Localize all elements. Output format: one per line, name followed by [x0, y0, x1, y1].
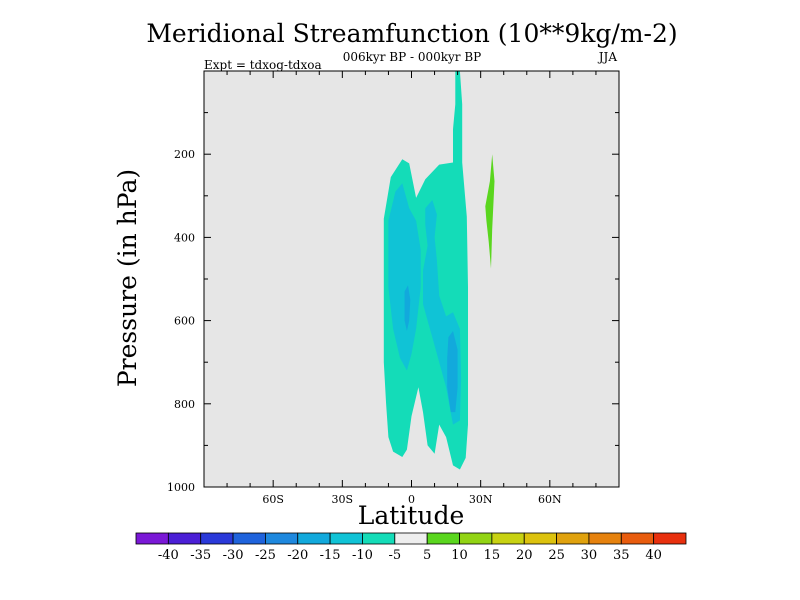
colorbar-swatch	[167, 532, 202, 545]
x-tick-label: 30S	[332, 493, 354, 506]
colorbar-swatch	[620, 532, 655, 545]
colorbar-label: -10	[352, 548, 373, 563]
colorbar-labels: -40 -35 -30 -25 -20 -15 -10 -5 5 10 15 20 25 30 35 40	[158, 548, 662, 563]
colorbar-label: -25	[255, 548, 276, 563]
contour-band-minus15-to-minus20-center	[447, 331, 458, 413]
colorbar-label: 10	[451, 548, 468, 563]
colorbar-swatch	[297, 532, 331, 545]
colorbar-label: -30	[223, 548, 244, 563]
colorbar-swatch	[426, 532, 460, 545]
colorbar-swatch	[556, 532, 590, 545]
y-axis-title: Pressure (in hPa)	[113, 169, 142, 387]
axis-ticks	[204, 71, 619, 487]
y-tick-label: 400	[174, 231, 195, 244]
x-tick-label: 60N	[538, 493, 562, 506]
colorbar-swatch	[135, 532, 169, 545]
y-tick-label: 800	[174, 398, 195, 411]
colorbar-swatch	[459, 532, 493, 545]
colorbar-label: -15	[320, 548, 341, 563]
colorbar-swatch	[232, 532, 266, 545]
contour-regions	[383, 71, 495, 470]
x-tick-label: 0	[408, 493, 415, 506]
colorbar-label: 25	[548, 548, 565, 563]
colorbar-swatch	[523, 532, 557, 545]
colorbar-label: 35	[613, 548, 630, 563]
colorbar-swatch	[491, 532, 525, 545]
contour-band-minus10-to-minus15-west	[388, 183, 421, 371]
chart-subtitle-period: 006kyr BP - 000kyr BP	[343, 50, 481, 64]
colorbar-label: -35	[190, 548, 211, 563]
colorbar	[135, 532, 687, 545]
x-axis-tick-labels: 60S 30S 0 30N 60N	[262, 493, 562, 506]
colorbar-swatch	[329, 532, 363, 545]
colorbar-label: -20	[287, 548, 308, 563]
colorbar-swatch	[362, 532, 396, 545]
colorbar-label: 40	[645, 548, 662, 563]
colorbar-label: 5	[423, 548, 431, 563]
colorbar-label: 15	[484, 548, 501, 563]
contour-band-minus15-to-minus20-west	[404, 285, 411, 331]
colorbar-swatch	[588, 532, 622, 545]
y-tick-label: 200	[174, 148, 195, 161]
y-tick-label: 1000	[167, 481, 195, 494]
chart-title: Meridional Streamfunction (10**9kg/m-2)	[146, 19, 677, 48]
colorbar-label: -40	[158, 548, 179, 563]
chart-subtitle-season: JJA	[597, 50, 618, 64]
colorbar-swatch	[200, 532, 234, 545]
y-axis-tick-labels: 200 400 600 800 1000	[167, 148, 195, 494]
colorbar-label: 30	[581, 548, 598, 563]
colorbar-swatch	[265, 532, 299, 545]
chart-subtitle-experiment: Expt = tdxog-tdxoa	[204, 58, 322, 72]
y-tick-label: 600	[174, 315, 195, 328]
x-tick-label: 30N	[469, 493, 493, 506]
x-tick-label: 60S	[262, 493, 284, 506]
colorbar-swatch	[653, 532, 687, 545]
colorbar-label: 20	[516, 548, 533, 563]
colorbar-swatch	[394, 532, 428, 545]
contour-band-5-to-10-north	[485, 154, 495, 269]
x-axis-title: Latitude	[358, 501, 465, 530]
colorbar-label: -5	[388, 548, 401, 563]
